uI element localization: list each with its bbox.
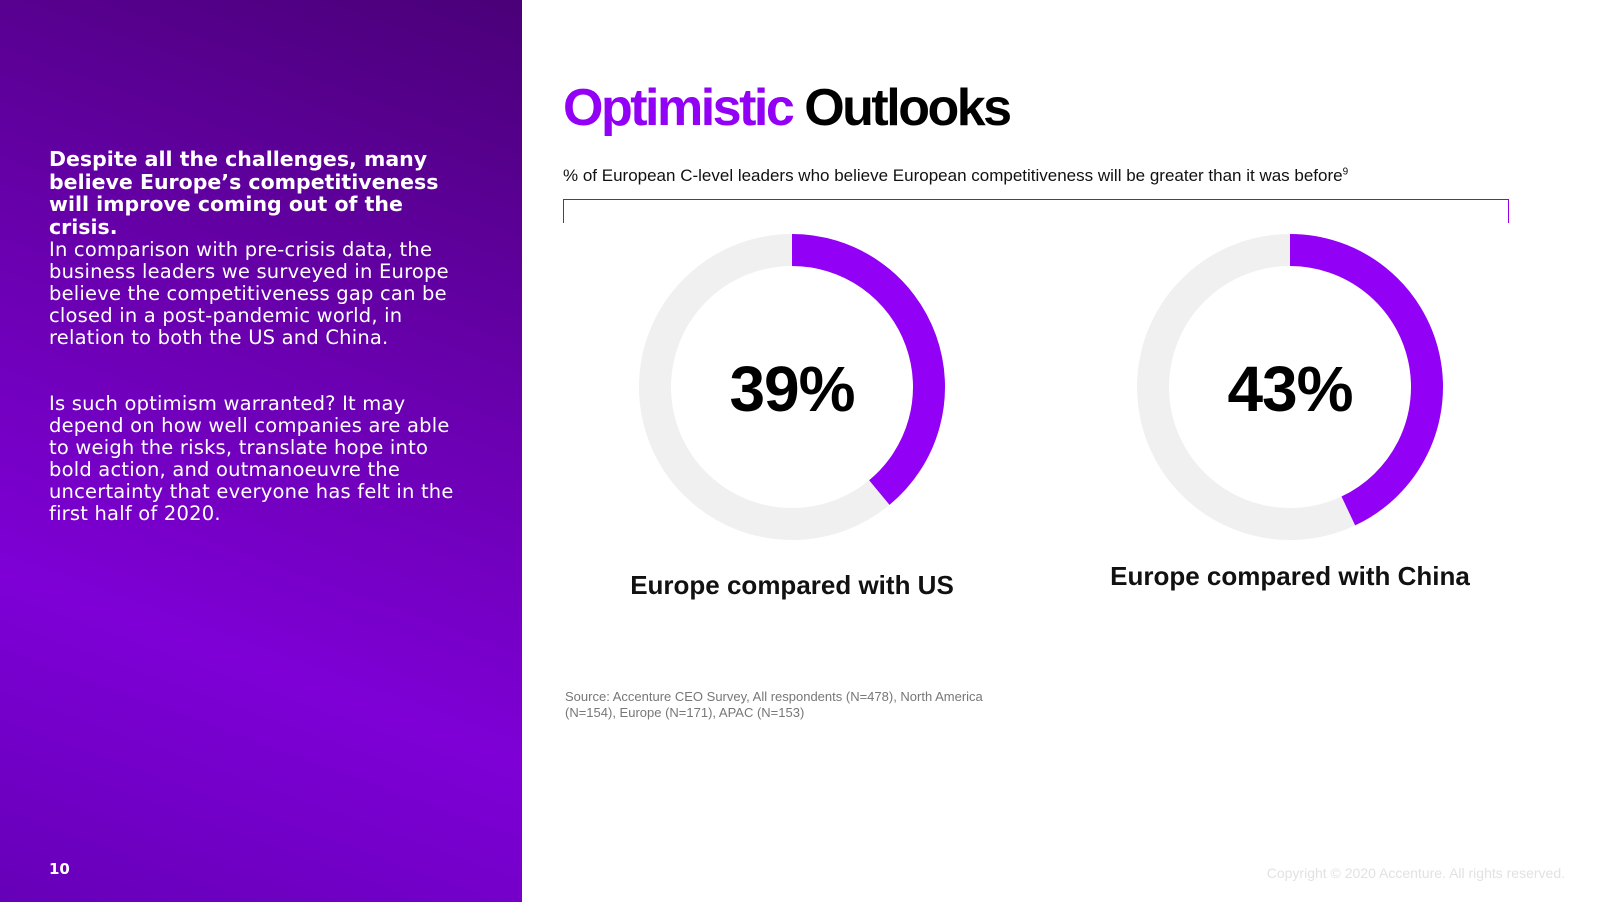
- donut-arc-china: [1289, 234, 1443, 526]
- body-paragraph-1: In comparison with pre-crisis data, the …: [49, 238, 449, 349]
- donut-svg-us: [639, 234, 945, 540]
- source-note: Source: Accenture CEO Survey, All respon…: [565, 689, 1035, 721]
- percent-label-us: 39%: [729, 353, 855, 425]
- source-label: Source:: [565, 689, 610, 704]
- footnote-marker: 9: [1342, 166, 1349, 178]
- subtitle-text: % of European C-level leaders who believ…: [563, 166, 1343, 185]
- source-text: Accenture CEO Survey, All respondents (N…: [565, 689, 983, 720]
- title-rest: Outlooks: [804, 79, 1012, 137]
- left-panel: Despite all the challenges, many believe…: [0, 0, 522, 902]
- page-number: 10: [49, 860, 70, 878]
- body-paragraph-2: Is such optimism warranted? It may depen…: [49, 392, 454, 525]
- chart-subtitle: % of European C-level leaders who believ…: [563, 166, 1348, 186]
- copyright: Copyright © 2020 Accenture. All rights r…: [1266, 865, 1565, 881]
- donut-svg-china: [1137, 234, 1443, 540]
- caption-us: Europe compared with US: [630, 570, 954, 600]
- lead-statement: Despite all the challenges, many believe…: [49, 147, 439, 239]
- percent-label-china: 43%: [1227, 353, 1353, 425]
- page-title: Optimistic Outlooks: [563, 78, 1012, 138]
- donut-arc-us: [791, 234, 945, 505]
- chart-bracket: [563, 199, 1509, 223]
- title-accent: Optimistic: [563, 79, 795, 137]
- caption-china: Europe compared with China: [1110, 561, 1470, 591]
